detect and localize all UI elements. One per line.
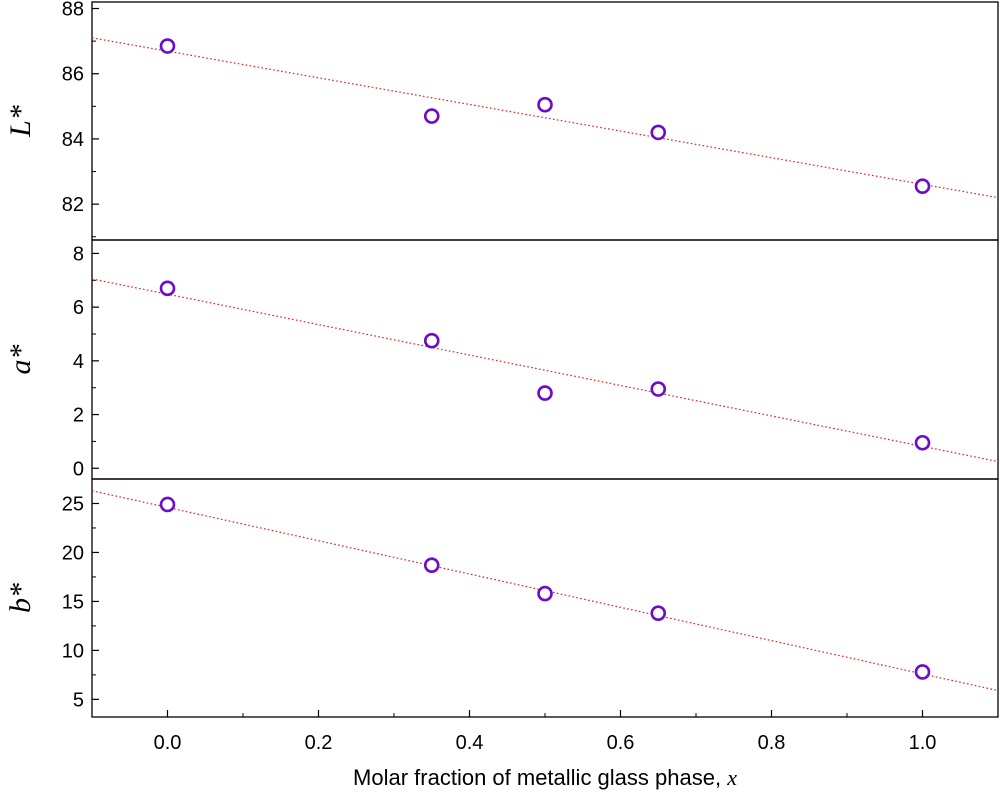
data-point xyxy=(650,124,667,141)
x-tick-label: 1.0 xyxy=(909,732,937,754)
x-tick-label: 0.8 xyxy=(758,732,786,754)
x-tick-label: 0.6 xyxy=(607,732,635,754)
panel-frame xyxy=(91,1,999,241)
data-point xyxy=(423,332,440,349)
data-point xyxy=(537,585,553,602)
data-point xyxy=(914,664,931,680)
fit-line xyxy=(91,37,999,199)
y-tick-label: 86 xyxy=(62,64,84,86)
y-tick-label: 6 xyxy=(73,297,84,319)
panel-1: 82 84 86 88 L* xyxy=(4,0,999,241)
data-point xyxy=(159,496,176,513)
y-tick-label: 4 xyxy=(73,351,84,373)
y-axis-label: b* xyxy=(4,583,37,613)
data-point xyxy=(537,385,553,401)
x-tick-label: 0.2 xyxy=(305,732,333,754)
x-axis-label: Molar fraction of metallic glass phase, … xyxy=(353,765,737,790)
y-tick-label: 10 xyxy=(62,640,84,662)
x-tick-label: 0.0 xyxy=(154,732,182,754)
panel-2: 0 2 4 6 8 a* xyxy=(4,239,999,480)
x-axis-label-variable: x xyxy=(726,765,737,790)
x-axis-label-text: Molar fraction of metallic glass phase, xyxy=(353,765,727,790)
x-tick-label: 0.4 xyxy=(456,732,484,754)
data-point xyxy=(537,96,553,113)
y-tick-label: 8 xyxy=(73,243,84,265)
data-point xyxy=(423,557,440,573)
y-tick-label: 84 xyxy=(62,129,84,151)
y-tick-label: 2 xyxy=(73,405,84,427)
fit-line xyxy=(91,490,999,692)
y-tick-label: 82 xyxy=(62,194,84,216)
data-point xyxy=(159,38,176,54)
y-tick-label: 0 xyxy=(73,458,84,480)
data-point xyxy=(650,381,667,397)
y-tick-label: 88 xyxy=(62,0,84,21)
data-point xyxy=(423,108,440,124)
data-point xyxy=(914,178,931,195)
panel-frame xyxy=(91,239,999,480)
y-tick-label: 25 xyxy=(62,493,84,515)
y-axis-label: a* xyxy=(4,345,37,375)
fit-line xyxy=(91,278,999,463)
y-tick-label: 20 xyxy=(62,542,84,564)
y-tick-label: 5 xyxy=(73,689,84,711)
y-tick-label: 15 xyxy=(62,591,84,613)
y-axis-label: L* xyxy=(4,105,37,138)
data-point xyxy=(159,280,176,297)
data-point xyxy=(650,605,667,621)
panel-3: 5 10 15 20 25 b* xyxy=(4,478,999,718)
data-point xyxy=(914,434,931,451)
